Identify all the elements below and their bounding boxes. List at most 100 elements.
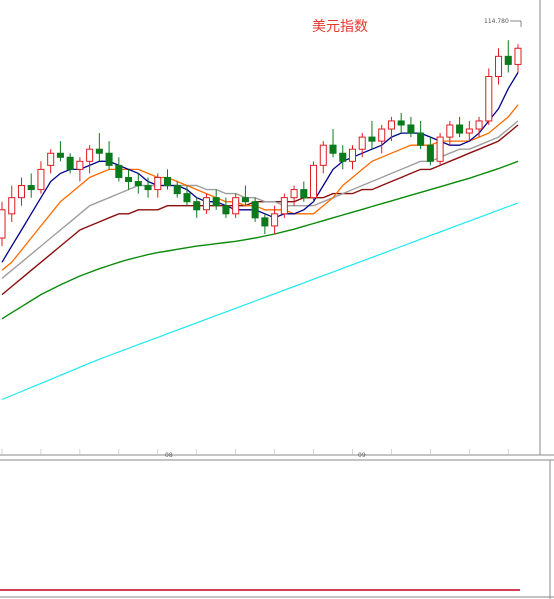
candle-body-up bbox=[310, 164, 318, 199]
candle bbox=[86, 145, 94, 174]
candle bbox=[134, 173, 142, 194]
candle-body-up bbox=[446, 124, 454, 138]
candle-body-down bbox=[261, 217, 269, 227]
candle bbox=[144, 177, 152, 198]
candle bbox=[173, 181, 181, 198]
candle-body-down bbox=[456, 124, 464, 134]
x-tick-label-09: 09 bbox=[358, 452, 366, 459]
candle-body-up bbox=[47, 152, 55, 166]
candle bbox=[0, 201, 6, 247]
candle-body-up bbox=[154, 176, 162, 191]
candle bbox=[504, 40, 512, 73]
candle bbox=[378, 124, 386, 154]
candle bbox=[261, 213, 269, 234]
candle bbox=[154, 173, 162, 198]
candle bbox=[514, 44, 522, 73]
candle-body-up bbox=[280, 197, 288, 215]
candle-body-down bbox=[125, 176, 133, 183]
candle bbox=[212, 189, 220, 210]
candle-body-down bbox=[95, 148, 103, 154]
candle bbox=[163, 169, 172, 190]
candle bbox=[475, 116, 483, 138]
candle-body-down bbox=[193, 201, 201, 211]
candle-body-down bbox=[241, 197, 249, 203]
candle-body-up bbox=[358, 136, 366, 150]
candle bbox=[368, 120, 376, 150]
candle-body-down bbox=[251, 201, 259, 219]
candle-body-up bbox=[465, 128, 473, 134]
candle-body-up bbox=[387, 120, 395, 130]
candle bbox=[37, 161, 45, 194]
candle-body-up bbox=[37, 168, 45, 191]
candle-body-down bbox=[163, 176, 172, 187]
candle bbox=[300, 181, 308, 202]
candle bbox=[193, 197, 201, 218]
candle bbox=[232, 193, 240, 218]
candle bbox=[339, 145, 347, 170]
candle-body-down bbox=[105, 152, 113, 166]
candle-body-down bbox=[329, 144, 337, 154]
candle bbox=[456, 116, 464, 138]
candle-body-down bbox=[300, 189, 308, 199]
chart-title: 美元指数 bbox=[312, 19, 368, 35]
candle bbox=[76, 157, 84, 182]
x-tick-label-08: 08 bbox=[165, 452, 173, 459]
candle bbox=[348, 145, 357, 170]
candle bbox=[387, 116, 395, 142]
last-price-label: 114.780 bbox=[484, 18, 509, 25]
candle-body-up bbox=[378, 128, 386, 142]
candle bbox=[271, 205, 279, 234]
candle bbox=[251, 197, 259, 222]
candle bbox=[485, 68, 493, 125]
ma120-line bbox=[1, 202, 519, 401]
ma60-line bbox=[1, 160, 519, 320]
candle bbox=[426, 137, 434, 166]
candle-body-up bbox=[76, 160, 84, 170]
candle-body-up bbox=[436, 136, 444, 162]
ma10-line bbox=[1, 104, 519, 271]
candle bbox=[495, 48, 503, 85]
candle bbox=[417, 120, 425, 150]
candle bbox=[436, 133, 444, 166]
ma5-line bbox=[1, 72, 519, 263]
candle-body-down bbox=[426, 144, 434, 162]
candle bbox=[329, 129, 337, 158]
candle-body-down bbox=[183, 193, 191, 203]
candle bbox=[105, 141, 113, 170]
candle bbox=[125, 169, 133, 190]
candle-body-up bbox=[475, 120, 483, 130]
candle-body-down bbox=[27, 185, 35, 191]
candle-body-up bbox=[17, 185, 25, 199]
candle bbox=[358, 133, 366, 158]
candle bbox=[280, 193, 288, 218]
candle bbox=[27, 173, 35, 198]
candle-body-down bbox=[504, 55, 512, 65]
candle bbox=[319, 141, 327, 174]
candle-body-down bbox=[397, 120, 405, 126]
candle-body-down bbox=[144, 185, 152, 191]
candle bbox=[17, 177, 25, 206]
candle-body-up bbox=[0, 209, 6, 239]
candle-body-up bbox=[8, 197, 16, 215]
candle-body-up bbox=[485, 76, 493, 122]
candle-body-up bbox=[86, 148, 94, 162]
candle-body-down bbox=[339, 152, 347, 162]
moving-average-lines bbox=[1, 72, 519, 401]
candle-body-down bbox=[212, 197, 220, 207]
candle-body-up bbox=[514, 47, 522, 65]
candle-body-down bbox=[407, 124, 415, 134]
candle bbox=[8, 185, 16, 222]
candle bbox=[47, 149, 55, 174]
candle bbox=[202, 193, 210, 214]
candle-body-down bbox=[66, 156, 74, 170]
candle-body-up bbox=[495, 55, 503, 78]
candlestick-series bbox=[0, 40, 522, 247]
candle-body-up bbox=[232, 197, 240, 215]
x-axis-ticks bbox=[1, 449, 509, 455]
candle-body-down bbox=[222, 205, 230, 215]
candle bbox=[465, 120, 473, 142]
candle bbox=[183, 185, 191, 206]
candle bbox=[66, 153, 74, 174]
candle bbox=[397, 112, 405, 134]
candle bbox=[446, 120, 454, 146]
